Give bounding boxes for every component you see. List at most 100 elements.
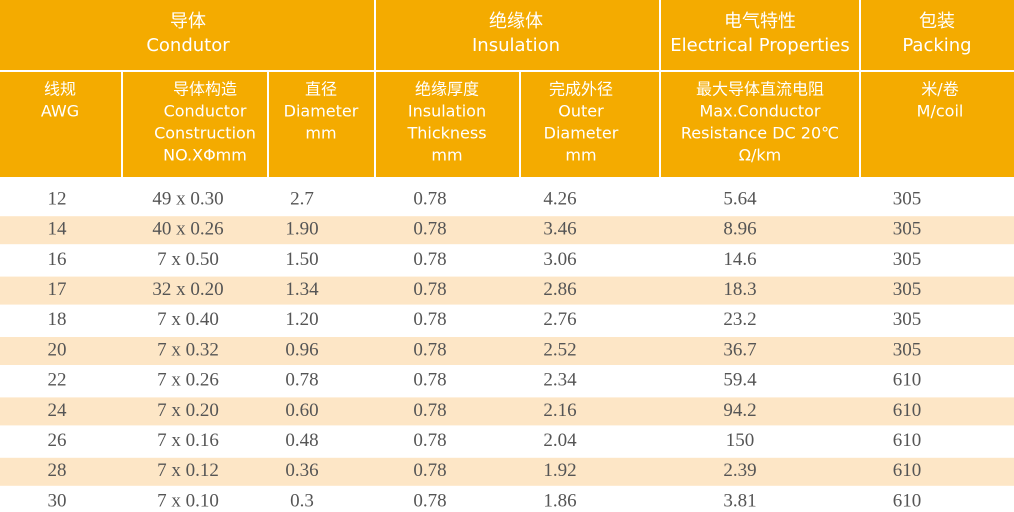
- cell: 0.78: [413, 400, 446, 421]
- cell: 7 x 0.26: [157, 370, 219, 391]
- cell: 94.2: [723, 400, 756, 421]
- cell: 610: [893, 400, 922, 421]
- cell: 0.96: [285, 339, 318, 360]
- cell: 7 x 0.12: [157, 460, 219, 481]
- cell: 3.46: [543, 219, 576, 240]
- cell: 7 x 0.50: [157, 249, 219, 270]
- cell: 0.48: [285, 430, 318, 451]
- cell: 7 x 0.40: [157, 309, 219, 330]
- cell: 0.60: [285, 400, 318, 421]
- cell: 1.90: [285, 219, 318, 240]
- cell: 28: [48, 460, 67, 481]
- cell: 0.78: [413, 460, 446, 481]
- row-stripe: [0, 457, 1014, 486]
- cell: 59.4: [723, 370, 757, 391]
- group-header: 绝缘体: [489, 11, 543, 32]
- row-stripe: [0, 216, 1014, 245]
- group-header: 包装: [919, 11, 955, 32]
- cell: 12: [48, 188, 67, 209]
- group-header: 导体: [170, 11, 206, 32]
- column-header: mm: [431, 146, 462, 165]
- cell: 0.78: [413, 339, 446, 360]
- cell: 17: [48, 279, 67, 300]
- column-header: Max.Conductor: [700, 102, 821, 121]
- cell: 305: [893, 219, 922, 240]
- column-header: NO.XΦmm: [163, 146, 247, 165]
- cell: 1.50: [285, 249, 318, 270]
- cell: 305: [893, 249, 922, 270]
- header-dividers: [0, 0, 1014, 177]
- cell: 305: [893, 339, 922, 360]
- column-header: 导体构造: [173, 80, 237, 99]
- cell: 0.78: [413, 188, 446, 209]
- cell: 36.7: [723, 339, 756, 360]
- column-header: Resistance DC 20℃: [681, 124, 839, 143]
- cell: 1.34: [285, 279, 319, 300]
- cell: 305: [893, 188, 922, 209]
- column-header: M/coil: [917, 102, 964, 121]
- cell: 20: [48, 339, 67, 360]
- cell: 150: [726, 430, 755, 451]
- cell: 14: [48, 219, 68, 240]
- row-stripes: [0, 216, 1014, 486]
- header-background: [0, 0, 1014, 177]
- column-header: Conductor: [164, 102, 247, 121]
- cell: 32 x 0.20: [152, 279, 223, 300]
- cell: 610: [893, 490, 922, 511]
- cell: 26: [48, 430, 67, 451]
- cell: 610: [893, 370, 922, 391]
- column-header: Insulation: [408, 102, 486, 121]
- cell: 14.6: [723, 249, 756, 270]
- cell: 40 x 0.26: [152, 219, 223, 240]
- cell: 610: [893, 460, 922, 481]
- column-header: Construction: [154, 124, 256, 143]
- cell: 0.78: [413, 249, 446, 270]
- cell: 3.06: [543, 249, 576, 270]
- cell: 2.52: [543, 339, 576, 360]
- cell: 0.78: [285, 370, 318, 391]
- row-stripe: [0, 397, 1014, 426]
- group-header: Electrical Properties: [670, 35, 849, 56]
- column-header: Diameter: [284, 102, 359, 121]
- column-header: 米/卷: [921, 80, 958, 99]
- cell: 3.81: [723, 490, 756, 511]
- cell: 0.78: [413, 279, 446, 300]
- cell: 1.20: [285, 309, 318, 330]
- group-header: Condutor: [146, 35, 230, 56]
- cell: 2.86: [543, 279, 576, 300]
- cell: 305: [893, 279, 922, 300]
- cell: 16: [48, 249, 67, 270]
- column-header: Diameter: [544, 124, 619, 143]
- cell: 610: [893, 430, 922, 451]
- cell: 0.78: [413, 370, 446, 391]
- cell: 0.78: [413, 309, 446, 330]
- cell: 7 x 0.32: [157, 339, 219, 360]
- cell: 30: [48, 490, 67, 511]
- column-header: Thickness: [406, 124, 486, 143]
- cell: 2.7: [290, 188, 314, 209]
- cell: 7 x 0.16: [157, 430, 219, 451]
- cell: 18: [48, 309, 67, 330]
- cell: 0.78: [413, 219, 446, 240]
- column-header: 直径: [305, 80, 337, 99]
- group-header: 电气特性: [724, 11, 796, 32]
- column-header: 绝缘厚度: [415, 80, 479, 99]
- row-stripe: [0, 337, 1014, 365]
- cell: 2.34: [543, 370, 577, 391]
- column-header: mm: [565, 146, 596, 165]
- row-stripe: [0, 276, 1014, 305]
- cell: 2.39: [723, 460, 756, 481]
- cell: 8.96: [723, 219, 756, 240]
- column-header: mm: [305, 124, 336, 143]
- column-header: Outer: [558, 102, 604, 121]
- group-header: Insulation: [472, 35, 560, 56]
- cell: 22: [48, 370, 67, 391]
- cell: 7 x 0.20: [157, 400, 219, 421]
- column-header: Ω/km: [739, 146, 781, 165]
- column-header: AWG: [41, 102, 79, 121]
- cell: 0.78: [413, 430, 446, 451]
- cell: 5.64: [723, 188, 757, 209]
- column-header: 完成外径: [549, 80, 613, 99]
